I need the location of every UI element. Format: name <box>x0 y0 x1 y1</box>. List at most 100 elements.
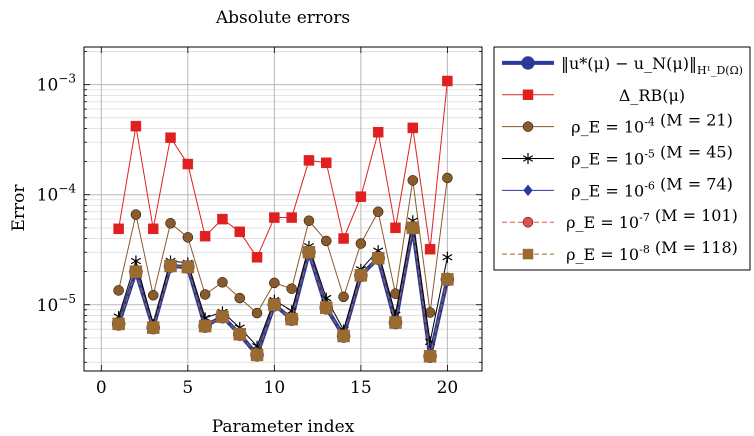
legend-entry-1: Δ_RB(μ) <box>502 86 685 105</box>
legend-label: ρ_E = 10-6 (M = 74) <box>571 174 733 200</box>
data-point <box>354 269 368 282</box>
chart-title: Absolute errors <box>215 8 350 28</box>
data-point <box>269 212 280 223</box>
data-point <box>165 132 176 143</box>
legend-label: ρ_E = 10-4 (M = 21) <box>571 111 733 137</box>
data-point <box>234 226 245 238</box>
data-point <box>250 348 264 362</box>
data-point <box>234 292 245 304</box>
legend-marker <box>521 56 535 70</box>
data-point <box>286 212 297 223</box>
series-layer <box>111 75 455 364</box>
data-point <box>338 233 349 244</box>
data-point <box>147 223 159 235</box>
x-tick-label: 0 <box>96 378 107 398</box>
data-point <box>355 238 367 249</box>
legend-label: ρ_E = 10-7 (M = 101) <box>566 206 738 232</box>
legend-marker <box>522 216 534 228</box>
data-point <box>286 283 297 294</box>
data-point <box>251 252 263 263</box>
data-point <box>181 260 195 274</box>
data-point <box>269 277 280 289</box>
legend-marker <box>522 121 534 132</box>
data-point <box>407 175 419 186</box>
x-axis-label: Parameter index <box>212 417 355 436</box>
data-point <box>199 230 211 242</box>
data-point <box>147 289 159 301</box>
legend-entry-3: ρ_E = 10-5 (M = 45) <box>502 143 733 169</box>
legend-entry-4: ρ_E = 10-6 (M = 74) <box>502 174 733 200</box>
series-3 <box>113 215 453 352</box>
legend-marker <box>522 89 534 101</box>
data-point <box>182 158 194 170</box>
data-point <box>442 75 453 87</box>
data-point <box>371 251 385 265</box>
y-axis-label: Error <box>9 184 29 232</box>
legend-label: ‖u*(μ) − u_N(μ)‖H¹_D(Ω) <box>561 54 743 77</box>
data-point <box>198 319 212 333</box>
data-point <box>321 235 332 247</box>
series-2 <box>113 172 453 319</box>
x-tick-label: 20 <box>437 378 459 398</box>
legend-label: ρ_E = 10-8 (M = 118) <box>566 238 738 264</box>
data-point <box>268 298 281 312</box>
data-point <box>320 301 333 314</box>
data-point <box>338 291 349 303</box>
data-point <box>389 316 402 329</box>
data-point <box>372 206 384 218</box>
data-point <box>216 310 229 323</box>
legend-label: Δ_RB(μ) <box>619 86 685 105</box>
data-point <box>113 223 124 235</box>
data-point <box>424 243 436 255</box>
data-point <box>321 157 332 169</box>
x-tick-label: 10 <box>264 378 286 398</box>
data-point <box>233 327 246 341</box>
data-point <box>303 215 315 226</box>
y-tick-label: 10−5 <box>37 292 76 316</box>
data-point <box>372 126 384 138</box>
data-point <box>199 289 211 300</box>
data-point <box>442 172 453 184</box>
legend-marker <box>522 153 534 164</box>
legend-marker <box>522 248 534 260</box>
data-point <box>424 307 436 318</box>
series-0 <box>111 221 455 364</box>
data-point <box>423 350 437 363</box>
legend-label: ρ_E = 10-5 (M = 45) <box>571 143 733 169</box>
data-point <box>112 317 125 331</box>
data-point <box>146 321 160 334</box>
data-point <box>303 155 315 166</box>
axis-ticks: 0 5 10 15 20 10−5 10−4 10−3 <box>37 47 482 398</box>
legend-entry-5: ρ_E = 10-7 (M = 101) <box>502 206 738 232</box>
data-point <box>217 213 228 225</box>
data-point <box>217 277 228 288</box>
data-point <box>182 232 194 243</box>
data-point <box>355 191 367 202</box>
data-point <box>337 329 350 343</box>
legend-entry-2: ρ_E = 10-4 (M = 21) <box>502 111 733 137</box>
data-point <box>251 307 263 319</box>
data-point <box>442 251 453 263</box>
data-point <box>130 209 142 220</box>
series-6 <box>112 221 454 363</box>
data-point <box>129 265 143 278</box>
plot-frame <box>83 46 483 372</box>
data-point <box>165 218 176 229</box>
legend-entry-6: ρ_E = 10-8 (M = 118) <box>502 238 738 264</box>
legend-marker <box>523 184 533 197</box>
data-point <box>407 122 419 134</box>
data-point <box>113 285 124 296</box>
data-point <box>130 120 142 132</box>
data-point <box>406 221 420 235</box>
data-point <box>302 246 316 259</box>
x-tick-label: 5 <box>182 378 193 398</box>
data-point <box>285 312 298 326</box>
grid <box>84 47 482 371</box>
y-tick-label: 10−4 <box>37 182 77 206</box>
data-point <box>390 222 401 234</box>
data-point <box>130 255 141 267</box>
legend-entry-0: ‖u*(μ) − u_N(μ)‖H¹_D(Ω) <box>502 54 743 77</box>
y-tick-label: 10−3 <box>37 72 76 96</box>
data-point <box>441 273 454 286</box>
data-point <box>164 259 177 273</box>
